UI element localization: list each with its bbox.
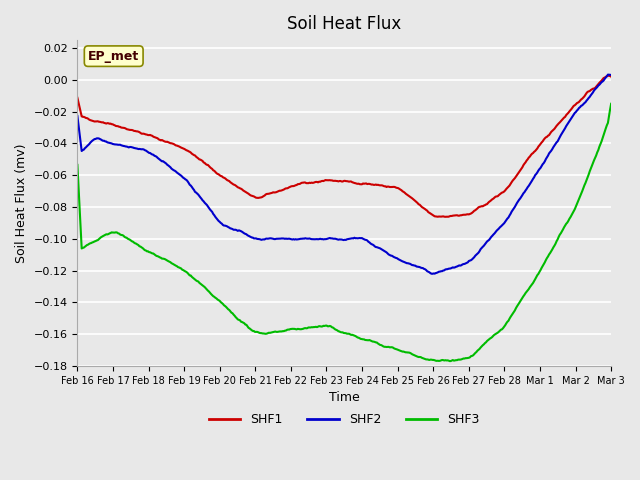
SHF3: [74, 162, 81, 168]
SHF3: [607, 101, 615, 107]
SHF3: [391, 346, 399, 352]
SHF2: [391, 255, 399, 261]
Line: SHF2: SHF2: [77, 74, 611, 274]
SHF1: [604, 73, 612, 79]
SHF1: [362, 180, 370, 186]
SHF1: [391, 184, 399, 190]
Legend: SHF1, SHF2, SHF3: SHF1, SHF2, SHF3: [204, 408, 484, 432]
SHF1: [512, 174, 520, 180]
SHF3: [512, 305, 520, 311]
Line: SHF3: SHF3: [77, 104, 611, 361]
SHF2: [330, 236, 338, 241]
Text: EP_met: EP_met: [88, 49, 140, 63]
SHF3: [595, 144, 603, 150]
Title: Soil Heat Flux: Soil Heat Flux: [287, 15, 401, 33]
SHF2: [512, 202, 520, 208]
SHF2: [362, 237, 370, 243]
X-axis label: Time: Time: [329, 391, 360, 404]
SHF1: [74, 95, 81, 101]
SHF1: [330, 178, 338, 184]
SHF3: [330, 325, 338, 331]
SHF2: [604, 72, 612, 77]
SHF1: [595, 80, 603, 86]
SHF2: [74, 113, 81, 119]
SHF2: [595, 82, 603, 88]
SHF2: [607, 72, 615, 78]
SHF1: [327, 178, 335, 183]
SHF1: [442, 214, 449, 220]
SHF2: [429, 271, 436, 276]
SHF3: [327, 324, 335, 329]
SHF3: [362, 337, 370, 343]
Line: SHF1: SHF1: [77, 76, 611, 217]
SHF3: [446, 358, 454, 364]
SHF2: [327, 236, 335, 241]
Y-axis label: Soil Heat Flux (mv): Soil Heat Flux (mv): [15, 143, 28, 263]
SHF1: [607, 74, 615, 80]
